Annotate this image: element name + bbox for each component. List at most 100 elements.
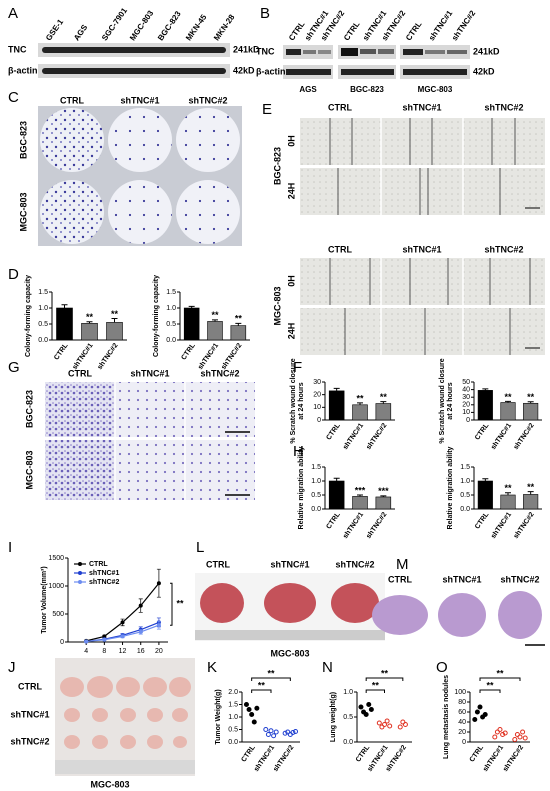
y-tick-label: 0 — [462, 739, 466, 746]
panel-label: A — [8, 5, 18, 22]
data-point — [402, 722, 408, 727]
y-tick-label: 1.5 — [311, 464, 321, 471]
error-bar — [482, 388, 489, 391]
data-point — [273, 729, 279, 735]
y-tick-label: 1.0 — [228, 714, 238, 721]
data-point — [156, 623, 161, 628]
y-tick-label: 40 — [458, 719, 466, 726]
y-tick-label: 20 — [458, 729, 466, 736]
data-point — [120, 620, 125, 625]
bar — [106, 322, 123, 341]
lane-label: MKN-28 — [212, 12, 237, 42]
data-point — [517, 734, 523, 740]
x-tick-label: CTRL — [474, 511, 491, 531]
y-tick-label: 1500 — [48, 555, 64, 562]
error-bar — [86, 321, 93, 324]
group-label: shTNC#1 — [402, 244, 441, 254]
data-point — [384, 718, 390, 724]
data-point — [382, 722, 387, 727]
panel-label: C — [8, 89, 19, 106]
series-line — [86, 582, 160, 642]
legend-marker — [78, 571, 82, 575]
y-axis-label: % Scratch wound closure — [439, 358, 446, 443]
data-point — [482, 712, 488, 717]
data-point — [120, 634, 125, 639]
x-tick-label: shTNC#2 — [220, 342, 243, 371]
panel-label: F — [293, 359, 302, 376]
band — [42, 68, 226, 74]
bar — [230, 325, 247, 341]
error-bar — [527, 401, 534, 404]
data-point — [497, 727, 503, 732]
time-label: 0H — [286, 275, 296, 287]
y-axis-label: Relative migration ability — [298, 446, 305, 529]
error-bar — [111, 318, 118, 323]
significance: ** — [267, 668, 275, 678]
band — [341, 48, 358, 56]
bar — [56, 307, 73, 341]
error-bar — [380, 401, 387, 404]
x-tick-label: shTNC#1 — [490, 422, 513, 451]
y-tick-label: 2.0 — [228, 689, 238, 696]
significance: *** — [378, 486, 389, 496]
x-tick-label: 4 — [84, 648, 88, 655]
ruler — [55, 760, 195, 774]
group-label: CTRL — [328, 102, 352, 112]
x-tick-label: CTRL — [240, 744, 257, 764]
y-tick-label: 500 — [52, 611, 64, 618]
bar — [500, 494, 516, 510]
significance: ** — [372, 680, 380, 690]
bar — [523, 402, 539, 421]
data-point — [474, 709, 480, 715]
error-bar — [235, 322, 242, 326]
y-tick-label: 30 — [313, 379, 321, 386]
error-bar — [212, 319, 218, 322]
x-tick-label: CTRL — [469, 744, 486, 764]
panel-label: I — [8, 539, 12, 556]
size-label: 42kD — [473, 66, 495, 76]
band — [425, 50, 445, 54]
lane-label: AGS — [72, 22, 90, 42]
bar — [207, 321, 223, 341]
significance: ** — [527, 392, 535, 402]
data-point — [265, 732, 271, 737]
band — [286, 69, 331, 75]
significance: ** — [86, 312, 94, 322]
lane-label: MKN-45 — [184, 12, 209, 42]
group-label: CTRL — [328, 244, 352, 254]
panel-label: D — [8, 266, 19, 283]
lane-label: BGC-823 — [156, 9, 183, 42]
group-label: CTRL — [68, 368, 92, 378]
bar — [352, 496, 368, 510]
data-point — [477, 704, 483, 710]
y-tick-label: 50 — [462, 379, 470, 386]
significance-bracket — [479, 689, 501, 693]
group-label: shTNC#2 — [188, 95, 227, 105]
dish — [176, 108, 240, 172]
y-axis-label: at 24 hours — [447, 382, 454, 419]
time-label: 24H — [286, 323, 296, 340]
y-tick-label: 40 — [462, 386, 470, 393]
y-axis-label: Lung metastasis nodules — [443, 675, 450, 759]
band — [403, 69, 467, 75]
data-point — [249, 712, 255, 717]
lung-sections — [372, 591, 542, 639]
data-point — [512, 737, 518, 742]
y-axis-label: Tumor Volume(mm³) — [41, 566, 48, 633]
group-label: shTNC#2 — [484, 102, 523, 112]
error-bar — [527, 491, 534, 495]
data-point — [379, 724, 385, 730]
significance: ** — [258, 680, 266, 690]
wound-image — [300, 168, 545, 215]
y-tick-label: 0.0 — [228, 739, 238, 746]
bar — [477, 480, 493, 510]
y-tick-label: 0.5 — [38, 321, 48, 328]
y-tick-label: 80 — [458, 699, 466, 706]
dish — [40, 180, 104, 244]
dish — [176, 180, 240, 244]
size-label: 241kD — [233, 44, 260, 54]
x-tick-label: shTNC#2 — [365, 511, 388, 540]
significance: ** — [527, 482, 535, 492]
y-tick-label: 0.0 — [38, 337, 48, 344]
y-tick-label: 1.5 — [460, 464, 470, 471]
